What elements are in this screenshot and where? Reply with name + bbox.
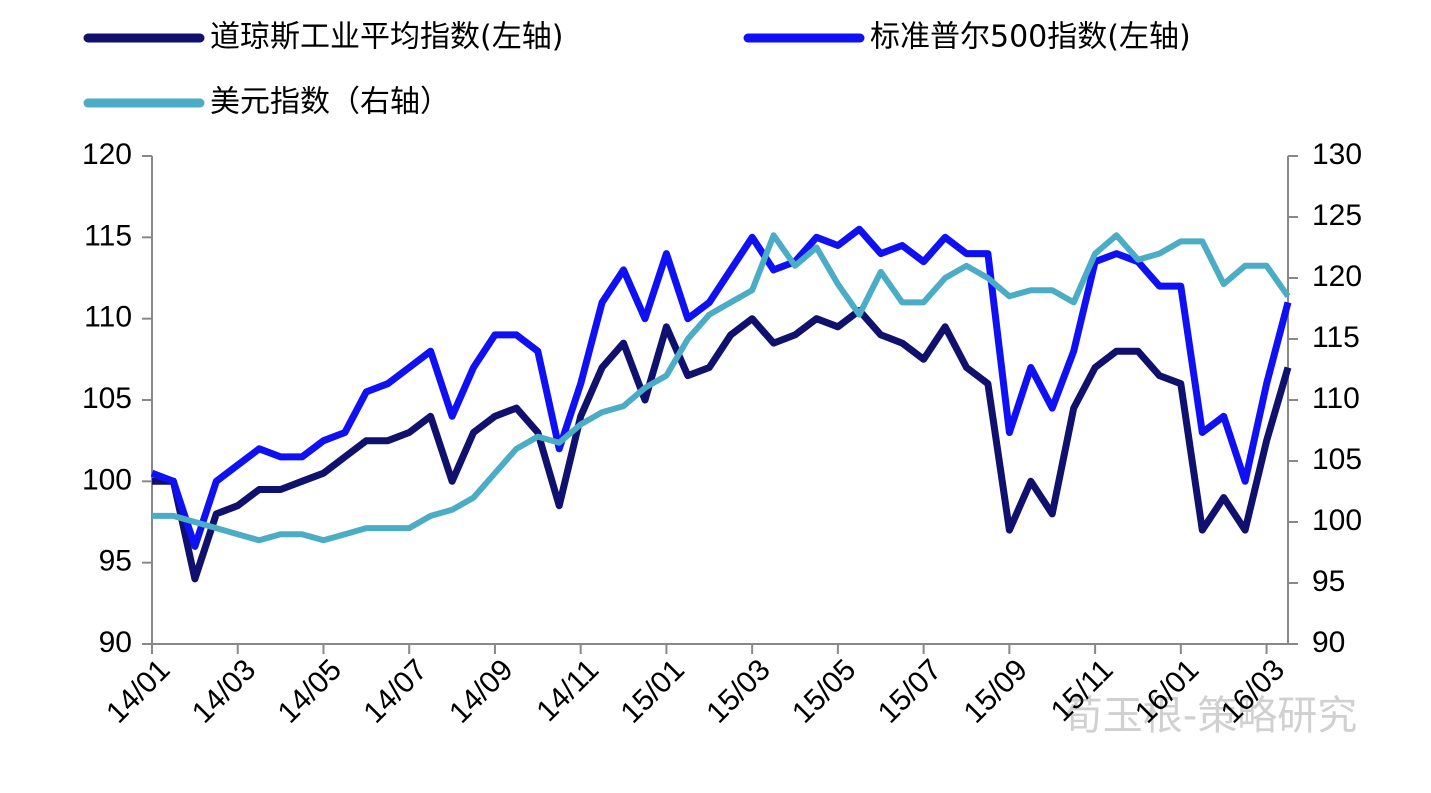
y2-tick-label: 130 [1312, 138, 1362, 171]
series-line [152, 232, 1291, 544]
y-tick-label: 110 [84, 301, 132, 334]
x-tick-label: 14/05 [272, 653, 348, 729]
x-tick-label: 14/09 [443, 653, 519, 729]
y2-tick-label: 90 [1312, 626, 1345, 659]
y-tick-label: 115 [84, 219, 132, 252]
x-tick-label: 15/03 [700, 653, 776, 729]
y-tick-label: 105 [82, 382, 132, 415]
y2-tick-label: 115 [1312, 321, 1360, 354]
y2-tick-label: 125 [1312, 199, 1362, 232]
y-tick-label: 95 [99, 545, 132, 578]
x-tick-label: 14/03 [186, 653, 262, 729]
legend-label: 标准普尔500指数(左轴) [870, 20, 1191, 55]
x-tick-label: 14/01 [100, 653, 176, 729]
x-tick-label: 15/07 [872, 653, 948, 729]
legend-label: 道琼斯工业平均指数(左轴) [210, 20, 563, 55]
x-tick-label: 14/11 [530, 653, 605, 728]
y2-tick-label: 105 [1312, 443, 1362, 476]
y2-tick-label: 120 [1312, 260, 1362, 293]
watermark: 荀玉根-策略研究 [1063, 693, 1357, 739]
x-tick-label: 15/09 [957, 653, 1033, 729]
y2-tick-label: 100 [1312, 504, 1362, 537]
y2-tick-label: 110 [1312, 382, 1360, 415]
y-tick-label: 100 [82, 463, 132, 496]
x-tick-label: 14/07 [357, 653, 433, 729]
legend-label: 美元指数（右轴） [210, 85, 450, 120]
series-line [150, 225, 1292, 550]
series-line [152, 307, 1292, 583]
x-tick-label: 15/01 [615, 653, 691, 729]
y-tick-label: 90 [99, 626, 132, 659]
y-tick-label: 120 [82, 138, 132, 171]
x-tick-label: 15/05 [786, 653, 862, 729]
y2-tick-label: 95 [1312, 565, 1345, 598]
